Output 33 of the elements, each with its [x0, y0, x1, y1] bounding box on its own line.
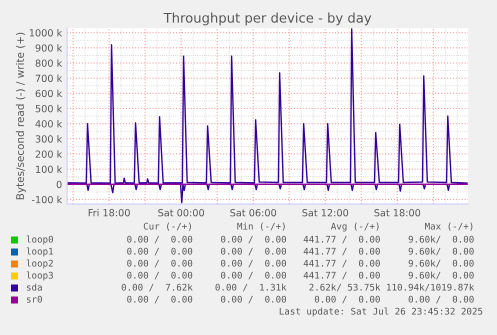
legend-label: loop1 — [26, 248, 53, 256]
y-tick-label: 400 k — [35, 120, 62, 128]
x-tick-label: Sat 00:00 — [158, 209, 204, 216]
y-tick-label: 800 k — [36, 59, 62, 67]
text: 0.00 / 0.00 0.00 / 0.00 441.77 / 0.00 9.60k/ 0.00 — [127, 236, 474, 244]
x-tick-label: Sat 06:00 — [230, 209, 276, 216]
text: 0.00 / 0.00 0.00 / 0.00 441.77 / 0.00 9.60k/ 0.00 — [127, 248, 474, 256]
legend-label: loop0 — [26, 236, 53, 244]
legend-label: sda — [26, 284, 42, 291]
y-tick-label: 100 k — [36, 165, 62, 173]
y-tick-label: -100 k — [32, 196, 62, 204]
y-tick-label: 700 k — [36, 74, 62, 82]
legend-label: loop3 — [26, 272, 53, 280]
text: Cur (-/+) Min (-/+) Avg (-/+) Max (-/+) — [144, 222, 472, 232]
text: 0.00 / 0.00 0.00 / 0.00 441.77 / 0.00 9.60k/ 0.00 — [127, 272, 474, 280]
text: 0.00 / 0.00 0.00 / 0.00 441.77 / 0.00 9.60k/ 0.00 — [127, 260, 474, 268]
x-tick-label: Sat 12:00 — [302, 209, 348, 216]
legend-label: sr0 — [26, 296, 42, 303]
text: 0.00 / 0.00 0.00 / 0.00 0.00 / 0.00 0.00 / 0.00 — [127, 296, 474, 304]
y-tick-label: 0 — [56, 180, 62, 188]
y-tick-label: 200 k — [36, 150, 62, 158]
y-tick-label: 900 k — [36, 44, 62, 52]
text: Last update: Sat Jul 26 23:45:32 2025 — [280, 308, 482, 316]
y-tick-label: 500 k — [36, 104, 62, 112]
x-tick-label: Sat 18:00 — [374, 209, 420, 216]
y-axis-title: Bytes/second read (-) / write (+) — [16, 32, 26, 200]
y-tick-label: 600 k — [36, 90, 62, 98]
y-tick-label: 300 k — [36, 135, 62, 143]
legend-label: loop2 — [26, 260, 53, 268]
chart-title: Throughput per device - by day — [164, 12, 372, 26]
text: 0.00 / 7.62k 0.00 / 1.31k 2.62k/ 53.75k 110.94k/1019.87k — [122, 284, 474, 292]
x-tick-label: Fri 18:00 — [88, 208, 130, 216]
y-tick-label: 1000 k — [30, 28, 62, 37]
